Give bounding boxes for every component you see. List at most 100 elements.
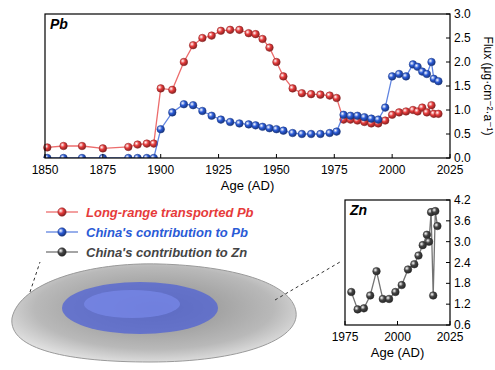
chart-title: Zn (349, 202, 367, 218)
data-point (428, 101, 436, 109)
data-point (429, 292, 437, 300)
data-point (266, 44, 274, 52)
data-point (428, 58, 436, 66)
plot-frame (45, 14, 450, 158)
data-point (125, 143, 133, 151)
x-tick (450, 321, 451, 325)
data-point (168, 86, 176, 94)
x-tick (397, 321, 398, 325)
x-axis-title: Age (AD) (371, 345, 424, 360)
y-tick-label: 0.6 (454, 318, 471, 332)
data-point (259, 123, 267, 131)
y-tick-label: 1.5 (454, 79, 471, 93)
x-tick-label: 1850 (32, 163, 59, 177)
legend-marker (58, 228, 66, 236)
y-tick-label: 3.0 (454, 7, 471, 21)
data-point (217, 27, 225, 35)
data-point (381, 104, 389, 112)
data-point (347, 112, 355, 120)
y-tick (446, 86, 450, 87)
data-point (298, 130, 306, 138)
y-tick (446, 62, 450, 63)
data-point (333, 94, 341, 102)
data-point (395, 109, 403, 117)
data-point (415, 252, 423, 260)
crater (12, 264, 296, 362)
y-tick (446, 134, 450, 135)
x-tick (102, 154, 103, 158)
x-tick (392, 154, 393, 158)
x-tick-label: 1900 (147, 163, 174, 177)
data-point (432, 207, 440, 215)
x-axis-title: Age (AD) (221, 178, 274, 193)
legend-item: China's contribution to Zn (46, 245, 247, 260)
data-point (354, 112, 362, 120)
legend-item: Long-range transported Pb (46, 205, 254, 220)
y-tick (446, 200, 450, 201)
y-axis-title: Flux (μg·cm⁻²·a⁻¹) (481, 37, 495, 136)
y-tick-label: 2.0 (454, 55, 471, 69)
data-point (317, 130, 325, 138)
x-tick (345, 321, 346, 325)
data-point (298, 89, 306, 97)
data-point (307, 130, 315, 138)
crater-image (12, 262, 340, 362)
data-point (273, 58, 281, 66)
data-point (388, 73, 396, 81)
plot-background (345, 200, 450, 325)
data-point (385, 295, 393, 303)
data-group (44, 26, 443, 158)
data-point (259, 35, 267, 43)
y-tick (446, 304, 450, 305)
data-point (273, 125, 281, 133)
y-tick-label: 3.0 (454, 235, 471, 249)
data-point (289, 129, 297, 137)
data-point (317, 91, 325, 99)
y-tick (446, 283, 450, 284)
data-point (392, 288, 400, 296)
y-tick-label: 1.2 (454, 297, 471, 311)
data-point (398, 281, 406, 289)
figure: 185018751900192519501975200020250.00.51.… (0, 0, 495, 370)
data-point (374, 116, 382, 124)
lake (62, 282, 218, 334)
y-tick (446, 38, 450, 39)
x-tick-label: 1925 (205, 163, 232, 177)
x-tick (160, 154, 161, 158)
data-point (252, 30, 260, 38)
data-point (423, 231, 431, 239)
x-tick-label: 1975 (321, 163, 348, 177)
y-tick-label: 2.5 (454, 31, 471, 45)
x-tick (334, 154, 335, 158)
data-point (368, 115, 376, 123)
data-point (157, 85, 165, 93)
data-point (326, 129, 334, 137)
data-point (402, 73, 410, 81)
data-point (348, 288, 356, 296)
data-point (245, 29, 253, 37)
data-point (208, 32, 216, 40)
data-point (226, 118, 234, 126)
data-point (236, 26, 244, 34)
data-group (348, 207, 442, 313)
y-tick (446, 158, 450, 159)
data-point (366, 292, 374, 300)
x-tick-label: 2025 (437, 330, 464, 344)
data-point (423, 70, 431, 78)
data-point (402, 108, 410, 116)
y-tick-label: 4.2 (454, 193, 471, 207)
data-point (326, 92, 334, 100)
x-tick-label: 2000 (379, 163, 406, 177)
data-point (99, 145, 107, 153)
data-point (60, 142, 68, 150)
data-point (226, 26, 234, 34)
data-point (143, 140, 151, 148)
plot-frame (345, 200, 450, 325)
legend: Long-range transported Pb China's contrib… (46, 205, 254, 260)
x-tick-label: 2000 (384, 330, 411, 344)
y-tick (446, 262, 450, 263)
data-point (208, 112, 216, 120)
data-point (289, 85, 297, 93)
connector (30, 262, 40, 292)
y-tick-label: 0.0 (454, 151, 471, 165)
